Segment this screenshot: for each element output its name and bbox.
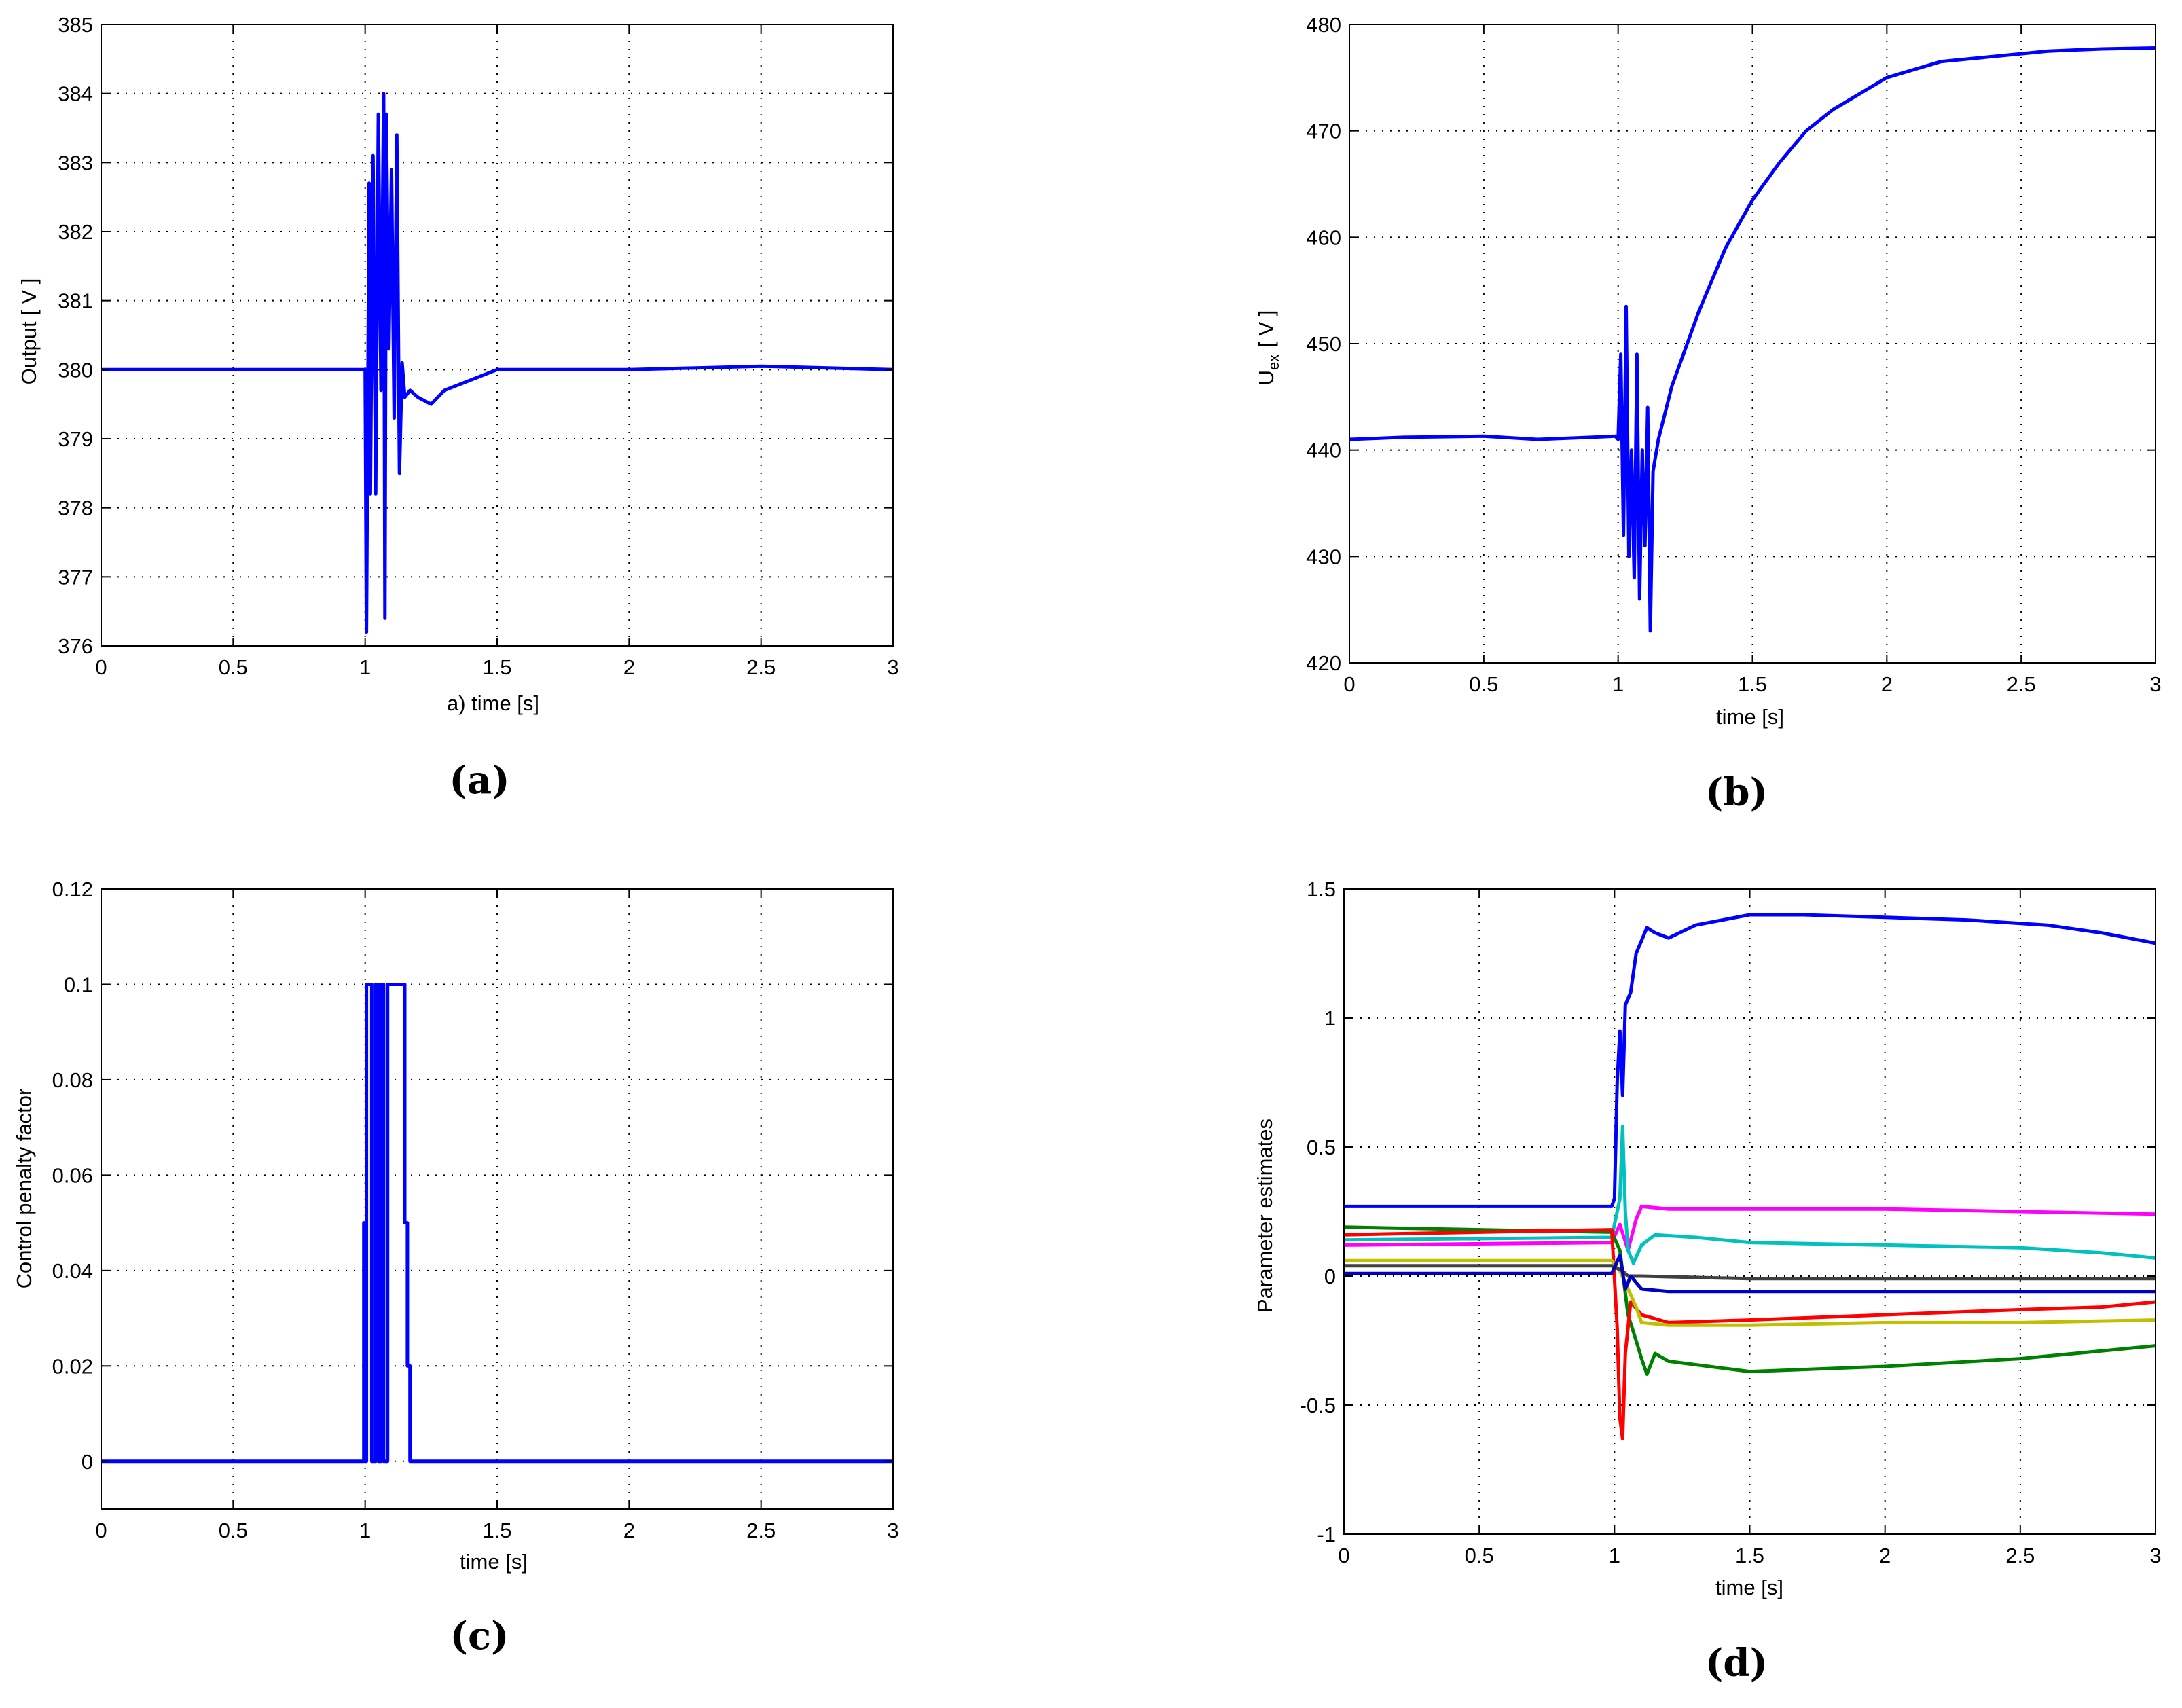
panel-c-ytick-label: 0.1	[64, 973, 93, 996]
panel-d-xtick-label: 2.5	[2005, 1544, 2035, 1567]
panel-c-ytick-label: 0.06	[52, 1163, 93, 1187]
panel-a-ytick-label: 379	[58, 427, 93, 451]
panel-b-xtick-label: 0.5	[1469, 672, 1498, 696]
panel-c-ytick-label: 0.02	[52, 1354, 93, 1378]
panel-b-ytick-label: 460	[1306, 225, 1341, 249]
panel-a-xtick-label: 0.5	[219, 655, 248, 679]
panel-d-series-p3	[1343, 1125, 2156, 1265]
panel-b-ylabel: Uex [ V ]	[1254, 310, 1282, 386]
panel-c-ytick-label: 0.08	[52, 1068, 93, 1092]
panel-a-xlabel: a) time [s]	[447, 691, 539, 715]
panel-c-xtick-label: 1	[359, 1519, 371, 1542]
panel-d-series-p1	[1344, 913, 2156, 1208]
panel-c-ylabel: Control penalty factor	[12, 1089, 36, 1289]
panel-d-xtick-label: 0.5	[1465, 1544, 1494, 1567]
panel-a-ytick-label: 381	[58, 289, 93, 313]
panel-a-xtick-label: 2	[623, 655, 635, 679]
panel-c-caption: (c)	[450, 1614, 509, 1658]
panel-d-ytick-label: 1.5	[1307, 877, 1336, 901]
panel-b-ytick-label: 480	[1306, 13, 1341, 37]
panel-d-ytick-label: -0.5	[1300, 1394, 1336, 1417]
panel-b-ytick-label: 440	[1306, 439, 1341, 462]
panel-b: Uex [ V ] time [s] (b) 0 0.5 1 1.5 2 2.5 3 420 43…	[1254, 13, 2162, 815]
panel-c-series-penalty	[101, 983, 893, 1464]
panel-b-ytick-label: 450	[1306, 332, 1341, 356]
panel-d-ytick-label: 0	[1324, 1265, 1336, 1288]
panel-b-xtick-label: 1	[1612, 672, 1624, 696]
panel-a-ytick-label: 385	[58, 13, 93, 37]
panel-a-xtick-label: 1	[359, 655, 371, 679]
panel-b-xtick-label: 0	[1343, 672, 1355, 696]
panel-b-ylabel-main: U	[1254, 370, 1278, 385]
panel-c-ytick-label: 0	[81, 1450, 93, 1474]
panel-a: Output [ V ] a) time [s] (a) 0 0.5 1 1.5 2 2.…	[17, 13, 899, 803]
panel-a-xtick-label: 0	[95, 655, 107, 679]
panel-d-caption: (d)	[1705, 1641, 1768, 1686]
panel-c-xtick-label: 2	[623, 1519, 635, 1542]
panel-d-ytick-label: -1	[1317, 1523, 1336, 1546]
panel-c: Control penalty factor time [s] (c) 0 0.5…	[12, 877, 899, 1658]
panel-d-xtick-label: 3	[2149, 1544, 2161, 1567]
panel-a-xtick-label: 1.5	[482, 655, 511, 679]
panel-c-xtick-label: 2.5	[746, 1519, 776, 1542]
panel-a-xtick-label: 2.5	[746, 655, 776, 679]
panel-b-xtick-label: 3	[2149, 672, 2161, 696]
panel-a-ytick-label: 378	[58, 496, 93, 520]
panel-a-xtick-label: 3	[887, 655, 898, 679]
panel-a-ytick-label: 376	[58, 634, 93, 658]
panel-b-caption: (b)	[1705, 770, 1768, 815]
panel-b-xtick-label: 2	[1881, 672, 1893, 696]
panel-d-ylabel: Parameter estimates	[1253, 1119, 1277, 1313]
panel-a-ytick-label: 384	[58, 82, 93, 106]
panel-b-ylabel-sub: ex	[1265, 355, 1282, 370]
panel-b-ytick-label: 470	[1306, 120, 1341, 143]
panel-a-ytick-label: 377	[58, 565, 93, 589]
panel-d-xtick-label: 0	[1338, 1544, 1349, 1567]
panel-d-ytick-label: 0.5	[1307, 1135, 1336, 1159]
panel-b-ytick-label: 420	[1306, 651, 1341, 675]
panel-a-series-output	[101, 92, 894, 634]
panel-d-xtick-label: 1.5	[1735, 1544, 1764, 1567]
panel-b-xlabel: time [s]	[1716, 705, 1784, 729]
panel-a-caption: (a)	[449, 758, 509, 803]
panel-d: Parameter estimates time [s] (d) 0 0.5 1 1.…	[1253, 877, 2162, 1686]
panel-c-xtick-label: 1.5	[482, 1519, 511, 1542]
panel-d-series-p2	[1343, 1204, 2156, 1252]
panel-b-series-U_ex	[1349, 46, 2156, 633]
panel-b-xtick-label: 2.5	[2007, 672, 2036, 696]
panel-a-ytick-label: 382	[58, 220, 93, 244]
panel-c-ytick-label: 0.12	[52, 877, 93, 901]
panel-d-series-p8	[1344, 1254, 2156, 1294]
panel-c-ytick-label: 0.04	[52, 1259, 93, 1283]
panel-b-xtick-label: 1.5	[1738, 672, 1767, 696]
panel-a-ytick-label: 383	[58, 151, 93, 175]
panel-c-xtick-label: 0	[95, 1519, 107, 1542]
panel-d-xtick-label: 2	[1879, 1544, 1891, 1567]
panel-c-xtick-label: 0.5	[219, 1519, 248, 1542]
panel-c-xtick-label: 3	[887, 1519, 898, 1542]
panel-b-ytick-label: 430	[1306, 545, 1341, 568]
panel-d-xlabel: time [s]	[1715, 1576, 1783, 1599]
panel-a-ylabel: Output [ V ]	[17, 278, 41, 385]
panel-c-xlabel: time [s]	[460, 1550, 528, 1574]
panel-b-ylabel-unit: [ V ]	[1254, 310, 1278, 348]
panel-a-ytick-label: 380	[58, 358, 93, 382]
panel-d-xtick-label: 1	[1609, 1544, 1620, 1567]
panel-d-ytick-label: 1	[1324, 1006, 1336, 1030]
